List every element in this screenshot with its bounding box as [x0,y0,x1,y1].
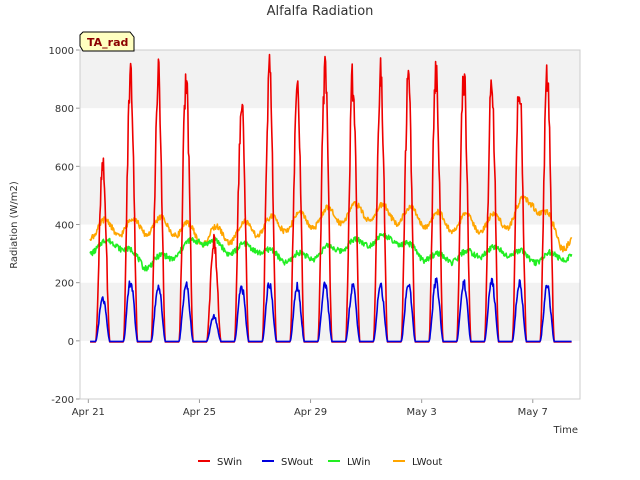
grid-band [80,50,580,109]
y-tick-label: 200 [55,279,74,290]
x-tick-label: May 7 [518,407,548,418]
y-tick-label: 400 [55,221,74,232]
x-tick-label: Apr 25 [183,407,216,418]
x-axis: Apr 21 Apr 25 Apr 29 May 3 May 7 [72,399,548,418]
legend-label-swin: SWin [217,457,242,468]
grid-band [80,108,580,167]
plot-frame [79,49,581,400]
chart-title: Alfalfa Radiation [267,4,374,19]
y-tick-label: 800 [55,104,74,115]
legend-label-lwout: LWout [412,457,442,468]
legend-label-lwin: LWin [347,457,370,468]
grid-band [80,340,580,399]
x-tick-label: May 3 [407,407,437,418]
ta-rad-badge: TA_rad [79,31,135,52]
x-tick-label: Apr 21 [72,407,105,418]
legend-label-swout: SWout [281,457,313,468]
series-layer [89,53,573,343]
y-tick-label: 600 [55,162,74,173]
y-axis-title: Radiation (W/m2) [9,181,20,269]
x-axis-title: Time [553,425,578,436]
x-tick-label: Apr 29 [294,407,327,418]
series-line-swout [89,277,572,343]
y-tick-label: 0 [68,337,74,348]
y-axis: -200 0 200 400 600 800 1000 [49,46,80,406]
y-tick-label: 1000 [49,46,74,57]
y-tick-label: -200 [51,395,74,406]
series-line-lwin [89,232,573,272]
legend: SWin SWout LWin LWout [198,457,442,468]
badge-shape [79,31,135,52]
badge-label: TA_rad [87,36,128,49]
series-line-lwout [89,195,573,253]
